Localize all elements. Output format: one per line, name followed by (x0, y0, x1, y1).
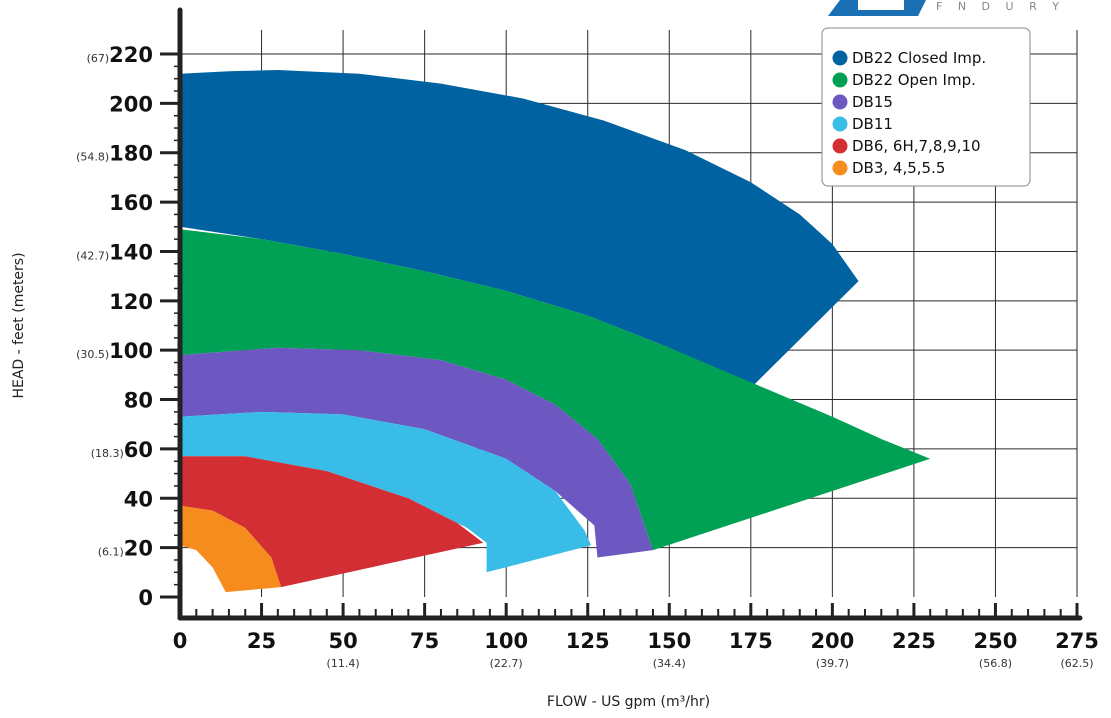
legend-label-0: DB22 Closed Imp. (852, 49, 986, 67)
brand-logo-mark-inner (858, 0, 904, 10)
series-area-0 (180, 70, 859, 385)
y-tick-label: (30.5)100 (76, 339, 153, 363)
x-tick-label: 250 (974, 629, 1018, 653)
legend-label-4: DB6, 6H,7,8,9,10 (852, 137, 981, 155)
brand-logo: F N D U R Y (828, 0, 1065, 16)
legend-swatch-5 (832, 160, 848, 176)
x-sub-label: (56.8) (979, 657, 1012, 670)
x-sub-label: (34.4) (653, 657, 686, 670)
x-sub-label: (11.4) (327, 657, 360, 670)
y-axis-title: HEAD - feet (meters) (11, 252, 27, 398)
legend-swatch-3 (832, 116, 848, 132)
x-tick-label: 150 (647, 629, 691, 653)
legend-box (821, 27, 1031, 187)
legend-swatch-0 (832, 50, 848, 66)
x-tick-label: 25 (247, 629, 276, 653)
legend-swatch-2 (832, 94, 848, 110)
y-tick-label: (42.7)140 (76, 240, 153, 264)
y-tick-label: (67)220 (87, 43, 153, 67)
x-sub-label: (39.7) (816, 657, 849, 670)
y-tick-labels: 0 (6.1)20 40 (18.3)60 80 (30.5)100 120 (42.7)14… (76, 43, 153, 610)
y-tick-label: 200 (109, 92, 153, 116)
y-tick-label: (6.1)20 (98, 537, 153, 561)
series-area-4 (180, 456, 484, 588)
brand-logo-wordmark: F N D U R Y (936, 0, 1065, 13)
legend-label-2: DB15 (852, 93, 893, 111)
x-tick-label: 200 (810, 629, 854, 653)
legend-label-1: DB22 Open Imp. (852, 71, 976, 89)
x-axis-title: FLOW - US gpm (m³/hr) (547, 694, 710, 710)
y-tick-label: 40 (124, 487, 153, 511)
axes (160, 7, 1083, 621)
y-tick-label: 0 (138, 586, 153, 610)
legend-swatch-1 (832, 72, 848, 88)
series-areas (180, 70, 931, 593)
x-tick-label: 275 (1055, 629, 1099, 653)
y-tick-label: 120 (109, 290, 153, 314)
x-tick-label: 225 (892, 629, 936, 653)
x-tick-label: 175 (729, 629, 773, 653)
x-tick-label: 100 (484, 629, 528, 653)
y-tick-label: (18.3)60 (91, 438, 153, 462)
series-area-5 (180, 505, 282, 593)
x-sub-label: (22.7) (490, 657, 523, 670)
series-area-1 (180, 229, 931, 551)
legend: DB22 Closed Imp. DB22 Open Imp. DB15 DB11 DB… (821, 27, 1031, 187)
x-sub-label: (62.5) (1060, 657, 1093, 670)
series-area-2 (180, 347, 653, 558)
x-tick-label: 0 (173, 629, 188, 653)
x-tick-label: 50 (328, 629, 357, 653)
x-tick-label: 125 (566, 629, 610, 653)
legend-label-5: DB3, 4,5,5.5 (852, 159, 945, 177)
y-tick-label: 160 (109, 191, 153, 215)
y-tick-label: 80 (124, 389, 153, 413)
y-tick-label: (54.8)180 (76, 142, 153, 166)
x-tick-label: 75 (410, 629, 439, 653)
series-area-3 (180, 411, 591, 573)
x-tick-labels: 0 25 50 75 100 125 150 175 200 225 250 275 (11.4) (22… (173, 629, 1099, 670)
legend-label-3: DB11 (852, 115, 893, 133)
legend-swatch-4 (832, 138, 848, 154)
